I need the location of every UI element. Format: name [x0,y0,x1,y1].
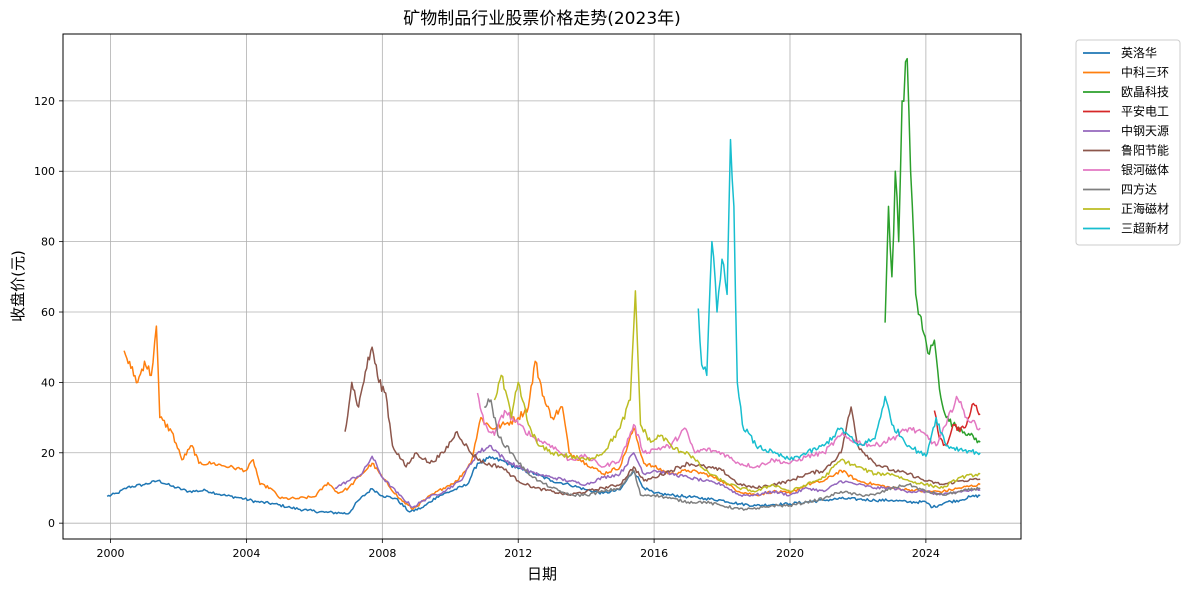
series-line-9 [697,138,981,461]
y-tick-label: 40 [41,376,55,389]
grid-layer [63,34,1021,539]
series-line-0 [106,455,981,515]
legend-label: 英洛华 [1121,45,1157,60]
legend-label: 鲁阳节能 [1121,144,1169,158]
series-line-3 [933,402,981,447]
series-line-8 [493,290,981,493]
x-tick-label: 2020 [776,547,804,560]
legend-label: 中钢天源 [1121,123,1169,138]
legend-label: 平安电工 [1121,104,1169,119]
legend-label: 欧晶科技 [1121,85,1169,99]
legend-label: 正海磁材 [1121,201,1169,216]
y-tick-label: 60 [41,306,55,319]
series-line-7 [484,398,981,511]
legend-label: 银河磁体 [1121,162,1169,177]
y-tick-label: 20 [41,447,55,460]
y-tick-label: 80 [41,236,55,249]
series-line-5 [344,346,981,496]
legend-label: 三超新材 [1121,221,1169,236]
series-line-6 [476,392,981,469]
series-line-4 [334,444,981,509]
x-tick-label: 2012 [504,547,532,560]
x-axis-label: 日期 [527,565,557,583]
x-tick-label: 2008 [368,547,396,560]
plot-frame [62,33,1022,540]
tick-layer: 2000 2004 2008 2012 2016 2020 2024 0 20 40 60 80 100… [34,95,940,560]
chart-title: 矿物制品行业股票价格走势(2023年) [403,9,681,29]
legend-label: 中科三环 [1121,65,1169,80]
x-tick-label: 2016 [640,547,668,560]
y-tick-label: 120 [34,95,55,108]
legend-label: 四方达 [1121,182,1157,197]
y-tick-label: 100 [34,165,55,178]
x-tick-label: 2004 [232,547,260,560]
y-tick-label: 0 [48,517,55,530]
x-tick-label: 2024 [912,547,940,560]
series-line-1 [123,325,981,510]
series-line-2 [884,57,981,444]
y-axis-label: 收盘价(元) [9,250,27,322]
series-layer [106,57,981,515]
x-tick-label: 2000 [97,547,125,560]
